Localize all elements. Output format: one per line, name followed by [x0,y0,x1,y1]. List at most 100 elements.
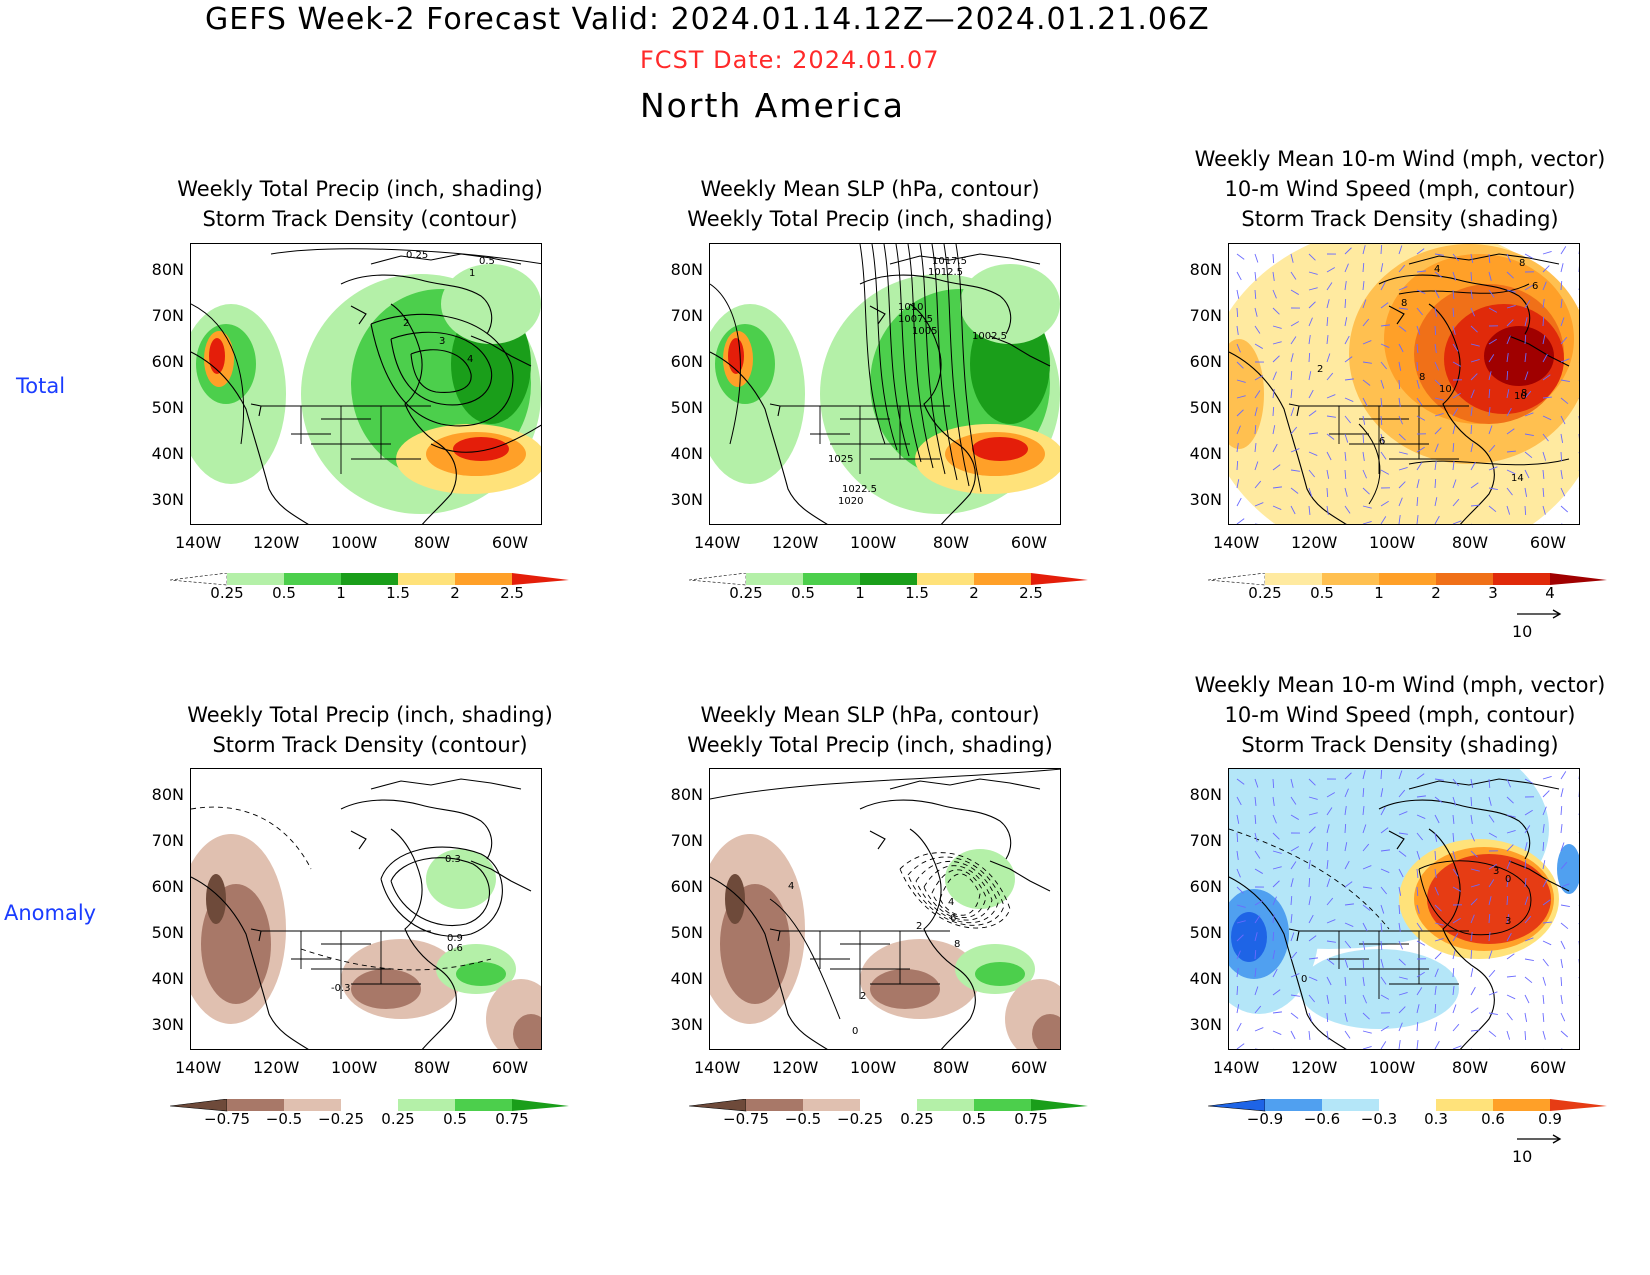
wind-vector [1506,389,1510,399]
shading-region [1427,854,1551,944]
wind-vector [1542,921,1553,924]
wind-vector [1398,451,1408,455]
lon-tick-label: 80W [932,533,970,552]
shading-region [351,969,421,1009]
wind-vector [1506,370,1509,381]
wind-vector [1308,505,1311,515]
colorbar-label: 0.5 [272,584,296,602]
wind-vector [1560,263,1564,273]
colorbar-label: 1.5 [386,584,410,602]
wind-vector [1488,796,1492,806]
lat-tick-label: 70N [151,306,184,325]
wind-vector [1254,814,1257,825]
colorbar-label: 1.5 [905,584,929,602]
contour-label: 6 [950,913,956,924]
lat-tick-label: 70N [151,831,184,850]
wind-vector [1560,861,1568,870]
wind-vector [1578,832,1579,833]
contour-line [410,349,472,393]
wind-vector [1326,878,1331,888]
wind-vector [1470,461,1476,471]
wind-vector [1362,505,1372,509]
colorbar-label: 0.75 [495,1110,529,1128]
lon-tick-label: 140W [1213,533,1260,552]
wind-vector [1542,469,1545,480]
wind-vector [1488,913,1491,924]
wind-vector [1362,886,1372,889]
lon-tick-label: 100W [850,533,897,552]
wind-vector [1326,299,1330,309]
wind-vector [1362,1030,1372,1034]
vector-reference-label-bottom: 10 [1512,1147,1533,1166]
colorbar-swatch [1436,573,1493,585]
lon-tick-label: 120W [1291,1058,1338,1077]
wind-vector [1380,397,1383,407]
wind-vector [1489,523,1490,524]
map-panel-anomaly-slp-precip: 4 2 4 6 8 2 0 [709,768,1061,1050]
wind-vector [1416,1004,1420,1014]
wind-vector [1416,361,1419,372]
wind-vector [1308,371,1312,381]
wind-vector [1524,451,1533,459]
wind-vector [1416,987,1423,996]
wind-vector [1236,518,1245,524]
wind-vector [1398,1040,1401,1049]
colorbar-label: 2 [450,584,460,602]
wind-vector [1488,425,1493,435]
wind-vector [1290,814,1299,820]
wind-vector [1524,334,1527,345]
wind-vector [1524,878,1527,888]
wind-vector [1470,832,1476,842]
wind-vector [1524,469,1530,479]
wind-vector [1380,904,1385,914]
wind-vector [1416,922,1423,931]
contour-label: 1012.5 [928,267,963,278]
wind-vector [1254,461,1259,471]
wind-vector [1272,389,1275,399]
contour-line [1229,828,1390,930]
panel-6-title: Weekly Mean 10-m Wind (mph, vector) 10-m … [1194,673,1606,757]
wind-vector [1506,895,1509,906]
wind-vector [1272,866,1282,870]
wind-vector [1254,932,1258,942]
wind-vector [1344,281,1347,291]
wind-vector [1344,298,1347,309]
wind-vector [1291,1048,1292,1049]
wind-vector [1362,940,1366,950]
wind-vector [1236,395,1246,399]
wind-vector [1291,523,1292,524]
wind-vector [1272,341,1282,345]
contour-label: 2 [916,921,922,932]
wind-vector [1542,790,1550,798]
contour-label: 2 [860,991,866,1002]
wind-vector [1452,425,1456,435]
wind-vector [1236,409,1244,417]
wind-vector [1452,886,1462,892]
wind-vector [1290,914,1293,924]
colorbar-label: 2 [969,584,979,602]
wind-vector [1272,486,1282,489]
wind-vector [1488,1030,1497,1038]
wind-vector [1362,281,1365,291]
wind-vector [1506,975,1517,978]
wind-vector [1578,1013,1579,1014]
wind-vector [1326,897,1334,906]
contour-line [1408,458,1570,466]
contour-label: 10 [1439,384,1452,395]
wind-vector [1255,523,1259,524]
wind-vector [1236,271,1242,281]
wind-vector [1398,940,1404,950]
wind-vector [1578,775,1579,779]
wind-vector [1560,1030,1569,1038]
wind-vector [1398,397,1401,407]
wind-vector [1434,986,1437,996]
wind-vector [1560,397,1569,405]
lat-tick-label: 80N [670,260,703,279]
wind-vector [1326,451,1332,461]
lon-tick-label: 100W [850,1058,897,1077]
wind-vector [1542,994,1545,1005]
wind-vector [1416,795,1426,798]
wind-vector [1380,849,1390,852]
colorbar-swatch [746,573,803,585]
wind-vector [1488,307,1498,313]
